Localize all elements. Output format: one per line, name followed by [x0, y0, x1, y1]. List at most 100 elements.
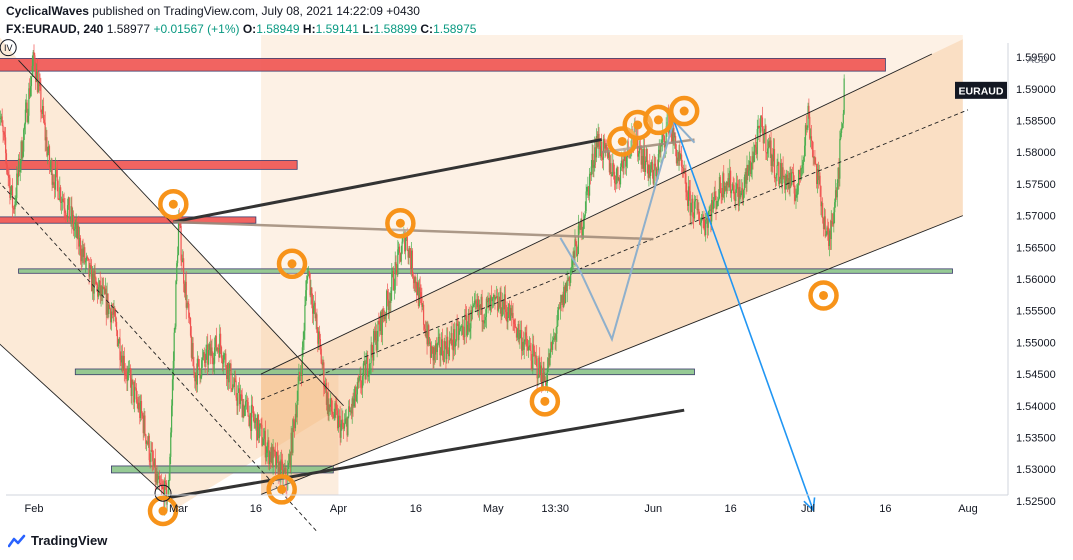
candle: [237, 385, 239, 416]
candle: [813, 156, 815, 165]
candle: [395, 255, 397, 275]
publisher-name[interactable]: CyclicalWaves: [6, 4, 89, 18]
candle-body: [408, 248, 410, 258]
candle-body: [7, 172, 9, 176]
pivot-marker: [385, 207, 416, 239]
candle-body: [825, 234, 827, 237]
candle-body: [716, 201, 718, 209]
candle-body: [377, 320, 379, 342]
candle-body: [480, 296, 482, 310]
candle: [268, 437, 270, 470]
candle: [183, 251, 185, 293]
candle-body: [177, 218, 180, 256]
time-axis[interactable]: Feb Mar 16 Apr 16 May 13:30 Jun 16 Jul 16 Aug: [25, 503, 978, 515]
candle-body: [192, 343, 194, 367]
candle: [135, 383, 137, 404]
candle: [772, 148, 774, 173]
candle: [507, 307, 509, 331]
candle: [291, 427, 293, 456]
candle-body: [79, 237, 82, 256]
candle: [307, 266, 309, 277]
candle-body: [417, 282, 420, 306]
candle-body: [462, 325, 464, 337]
price-tick-label: 1.53500: [1016, 432, 1056, 444]
candle-body: [686, 192, 688, 197]
candle-body: [445, 345, 447, 360]
candle-body: [588, 173, 591, 196]
candle: [220, 327, 222, 355]
candle: [207, 343, 210, 373]
symbol-price-tag: EURAUD: [955, 81, 1007, 99]
candle-body: [209, 343, 211, 356]
candle-body: [605, 144, 607, 149]
candle-body: [132, 379, 134, 382]
candle: [365, 352, 367, 380]
candle: [576, 241, 578, 257]
candle: [780, 158, 782, 189]
candle-body: [42, 106, 45, 120]
candle: [501, 307, 503, 321]
candle-body: [232, 384, 234, 391]
price-axis[interactable]: 1.595001.590001.585001.580001.575001.570…: [1016, 52, 1056, 508]
candle-body: [621, 160, 623, 162]
candle: [115, 317, 118, 337]
candle: [797, 169, 800, 195]
candle-body: [20, 141, 22, 164]
candle-body: [671, 134, 673, 144]
candle-body: [414, 277, 416, 284]
candle: [834, 198, 836, 224]
candle: [599, 138, 601, 158]
candle-body: [692, 198, 694, 217]
candle-body: [576, 253, 579, 256]
candle-body: [287, 462, 290, 470]
candle: [569, 276, 571, 290]
candle-body: [317, 332, 319, 344]
candle: [509, 305, 512, 321]
candle-body: [318, 331, 321, 340]
candle-body: [454, 341, 457, 347]
candle-body: [841, 123, 844, 129]
candle: [642, 149, 644, 172]
candle: [448, 331, 450, 361]
candle: [377, 320, 379, 350]
candle-body: [214, 347, 216, 364]
candle: [349, 407, 352, 416]
candle: [13, 204, 15, 214]
candle: [347, 416, 349, 437]
candle: [35, 62, 37, 90]
candle: [21, 136, 23, 160]
candle: [490, 285, 493, 313]
candle-body: [466, 324, 469, 336]
candle-body: [257, 414, 259, 441]
candle: [85, 257, 87, 273]
candle-body: [340, 423, 342, 438]
candle: [785, 169, 788, 190]
candle: [269, 450, 271, 471]
open-label: O:: [242, 22, 257, 36]
candle: [326, 391, 328, 415]
candle: [515, 326, 518, 342]
candle: [398, 243, 401, 264]
candle-body: [694, 199, 696, 202]
candle-body: [401, 241, 403, 254]
candle-body: [280, 459, 282, 483]
candle: [3, 130, 5, 141]
candle-body: [471, 310, 473, 313]
candle: [72, 207, 74, 230]
candle: [504, 285, 506, 320]
candle-body: [565, 283, 567, 292]
footer-brand[interactable]: TradingView: [8, 533, 107, 548]
candle-body: [255, 418, 257, 421]
candle-body: [583, 215, 586, 220]
candle: [355, 384, 357, 408]
candle-body: [728, 178, 730, 188]
candle-body: [0, 118, 2, 120]
candle-body: [363, 361, 365, 364]
candle-body: [787, 177, 789, 185]
candle: [70, 197, 72, 227]
candle: [551, 341, 553, 353]
symbol-interval[interactable]: FX:EURAUD, 240: [6, 22, 104, 36]
candle-body: [300, 373, 302, 376]
time-tick-label: Jul: [801, 503, 815, 515]
